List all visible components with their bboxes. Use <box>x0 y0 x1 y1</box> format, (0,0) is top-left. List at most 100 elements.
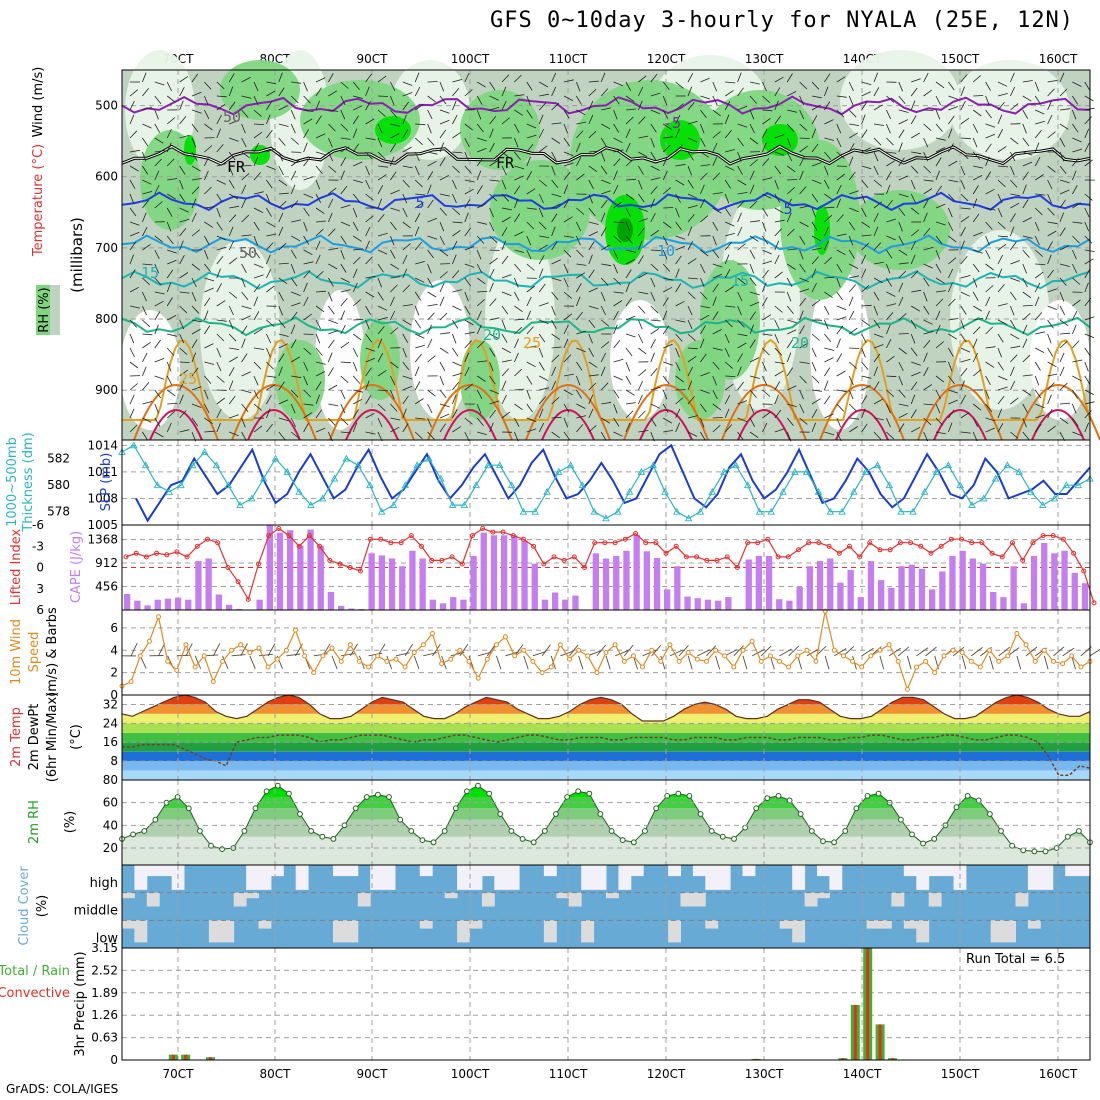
isotherm-line <box>345 409 399 441</box>
wind-barb <box>278 381 285 391</box>
wind-barb <box>241 417 246 428</box>
wind-barb <box>241 184 247 195</box>
wind-barb <box>662 123 672 130</box>
time-tick-label-bottom: 130CT <box>745 1067 784 1081</box>
wind-barb <box>166 269 174 279</box>
wind-barb <box>266 268 272 279</box>
thickness-point <box>283 467 292 475</box>
wind-barb <box>253 361 262 370</box>
wind-barb <box>563 95 574 101</box>
slp-line <box>135 443 1091 523</box>
wind-barb <box>452 361 462 367</box>
rh-legend-swatch <box>36 285 50 335</box>
wind-barb <box>836 123 842 134</box>
wind-barb <box>142 319 151 328</box>
wind-barb <box>501 368 509 377</box>
wind10m-barb <box>267 643 276 657</box>
wind-barb <box>675 268 680 279</box>
wind-tick-label: 0 <box>110 688 118 702</box>
rh-tick-label: 60 <box>103 796 118 810</box>
wind-barb <box>1047 193 1052 204</box>
wind-barb <box>910 305 921 312</box>
wind-barb <box>179 361 190 363</box>
wind-barb <box>786 198 792 209</box>
wind-barb <box>960 319 965 330</box>
cape-bar <box>378 555 385 610</box>
wind-barb <box>811 256 819 265</box>
wind-barb <box>613 123 620 133</box>
wind-barb <box>427 235 438 240</box>
rh-point <box>998 828 1004 834</box>
wind-barb <box>290 95 299 104</box>
wind-barb <box>476 417 484 427</box>
thickness-tick-label: 580 <box>47 478 70 492</box>
wind10m-point <box>932 670 938 676</box>
wind-barb <box>179 87 185 97</box>
wind-barb <box>576 283 582 293</box>
wind-barb <box>774 240 780 251</box>
wind-barb <box>774 347 783 356</box>
wind-barb <box>501 100 507 111</box>
wind-barb <box>997 408 1003 419</box>
wind-barb <box>662 95 668 106</box>
rh-point <box>319 833 326 840</box>
wind-barb <box>873 104 883 111</box>
wind-barb <box>476 277 486 285</box>
wind-barb <box>191 212 197 223</box>
wind-barb <box>997 423 1004 433</box>
wind-barb <box>216 193 223 203</box>
wind-barb <box>935 389 941 400</box>
wind-barb <box>563 79 574 83</box>
wind-barb <box>886 151 897 154</box>
wind-barb <box>166 142 172 153</box>
wind10m-barb <box>1089 648 1100 657</box>
wind-barb <box>1047 382 1055 391</box>
wind-barb <box>1059 291 1065 302</box>
wind-barb <box>563 249 572 258</box>
cape-bar <box>541 599 549 610</box>
wind-barb <box>414 165 420 176</box>
wind-barb <box>762 249 772 255</box>
thickness-point <box>1074 481 1082 489</box>
wind-barb <box>489 115 497 125</box>
wind-barb <box>650 277 656 288</box>
wind-barb <box>538 207 544 218</box>
precip-tick-label: 0.63 <box>91 1031 118 1045</box>
wind-barb <box>700 305 711 309</box>
wind-barb <box>476 389 483 399</box>
wind-barb <box>1010 277 1020 282</box>
wind-barb <box>749 109 755 120</box>
wind-barb <box>737 151 742 162</box>
wind-barb <box>638 291 649 295</box>
wind-barb <box>600 199 608 209</box>
wind-barb <box>402 221 411 229</box>
wind-barb <box>365 73 372 83</box>
wind-barb <box>464 246 475 251</box>
wind10m-point <box>740 647 746 653</box>
wind-barb <box>749 291 760 296</box>
wind-barb <box>724 114 730 125</box>
wind-barb <box>997 284 1005 293</box>
wind-barb <box>303 347 312 355</box>
wind-barb <box>811 268 817 279</box>
wind-barb <box>315 371 326 377</box>
slp-tick-label: 1011 <box>87 465 118 479</box>
wind-barb <box>290 137 300 145</box>
wind-barb <box>799 137 810 139</box>
cape-bar <box>949 555 956 610</box>
wind-barb <box>588 241 595 251</box>
wind-barb <box>824 73 831 83</box>
wind-barb <box>551 193 562 198</box>
wind-barb <box>365 193 374 201</box>
wind-barb <box>278 226 284 237</box>
thickness-point <box>637 467 646 475</box>
wind-barb <box>1022 263 1027 274</box>
wind-barb <box>898 207 906 217</box>
wind-barb <box>427 417 432 428</box>
wind-barb <box>241 371 251 377</box>
wind-barb <box>340 324 346 335</box>
contour-label: 5 <box>415 194 424 212</box>
wind-barb <box>613 149 624 153</box>
wind-barb <box>849 207 859 213</box>
